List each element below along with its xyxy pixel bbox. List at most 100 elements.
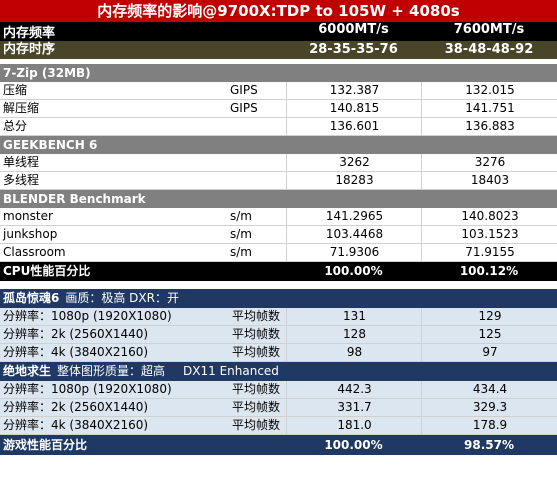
timing-2: 38-48-48-92 <box>444 42 534 57</box>
row-value-1: 136.601 <box>286 118 422 135</box>
row-unit: 平均帧数 <box>232 345 281 359</box>
row-name: 分辨率：1080p (1920X1080) <box>3 382 172 396</box>
cpu-summary-label: CPU性能百分比 <box>3 264 91 278</box>
game-api: DX11 Enhanced <box>183 364 279 378</box>
table-row: 分辨率：4k (3840X2160) 平均帧数 98 97 <box>0 344 557 362</box>
game-title: 绝地求生 <box>3 364 52 378</box>
row-unit: 平均帧数 <box>232 418 281 432</box>
row-value-2: 329.3 <box>421 399 557 416</box>
row-value-2: 141.751 <box>421 100 557 117</box>
row-value-2: 129 <box>421 308 557 325</box>
row-value-1: 71.9306 <box>286 244 422 261</box>
row-value-1: 141.2965 <box>286 208 422 225</box>
freq-label: 内存频率 <box>3 26 56 41</box>
row-unit: 平均帧数 <box>232 327 281 341</box>
game-settings: 画质：极高 DXR：开 <box>65 291 179 305</box>
row-value-2: 132.015 <box>421 82 557 99</box>
section-title: 7-Zip (32MB) <box>0 64 557 82</box>
row-value-1: 98 <box>286 344 422 361</box>
row-value-1: 140.815 <box>286 100 422 117</box>
freq-header-row: 内存频率 6000MT/s 7600MT/s <box>0 22 557 41</box>
row-value-2: 136.883 <box>421 118 557 135</box>
row-value-2: 71.9155 <box>421 244 557 261</box>
row-unit: s/m <box>230 209 252 223</box>
table-row: Classroom s/m 71.9306 71.9155 <box>0 244 557 262</box>
spacer <box>0 281 557 289</box>
row-name: monster <box>3 209 53 223</box>
game-summary-v2: 98.57% <box>464 438 514 452</box>
row-unit: 平均帧数 <box>232 309 281 323</box>
timing-header-row: 内存时序 28-35-35-76 38-48-48-92 <box>0 41 557 59</box>
table-row: 单线程 3262 3276 <box>0 154 557 172</box>
row-name: 单线程 <box>3 155 40 169</box>
row-name: 分辨率：1080p (1920X1080) <box>3 309 172 323</box>
row-unit: 平均帧数 <box>232 382 281 396</box>
sheet-title: 内存频率的影响@9700X:TDP to 105W + 4080s <box>0 0 557 22</box>
row-name: Classroom <box>3 245 66 259</box>
row-value-1: 331.7 <box>286 399 422 416</box>
freq-1: 6000MT/s <box>318 22 389 37</box>
game-section-title: 孤岛惊魂6 画质：极高 DXR：开 <box>0 289 557 308</box>
row-value-2: 434.4 <box>421 381 557 398</box>
row-value-1: 18283 <box>286 172 422 189</box>
freq-2: 7600MT/s <box>453 22 525 37</box>
row-value-1: 128 <box>286 326 422 343</box>
row-unit: GIPS <box>230 101 258 115</box>
row-value-2: 178.9 <box>421 417 557 434</box>
table-row: 分辨率：2k (2560X1440) 平均帧数 331.7 329.3 <box>0 399 557 417</box>
game-section-title: 绝地求生 整体图形质量：超高 DX11 Enhanced <box>0 362 557 381</box>
table-row: monster s/m 141.2965 140.8023 <box>0 208 557 226</box>
cpu-summary-v1: 100.00% <box>324 264 383 278</box>
table-row: 分辨率：4k (3840X2160) 平均帧数 181.0 178.9 <box>0 417 557 435</box>
row-value-1: 103.4468 <box>286 226 422 243</box>
row-name: 压缩 <box>3 83 28 97</box>
row-value-1: 442.3 <box>286 381 422 398</box>
row-value-2: 3276 <box>421 154 557 171</box>
row-name: junkshop <box>3 227 58 241</box>
section-title: BLENDER Benchmark <box>0 190 557 208</box>
game-summary-label: 游戏性能百分比 <box>3 438 88 452</box>
row-name: 总分 <box>3 119 28 133</box>
cpu-benchmarks: 7-Zip (32MB) 压缩 GIPS 132.387 132.015 解压缩 GIPS 1… <box>0 64 557 262</box>
game-title: 孤岛惊魂6 <box>3 291 60 305</box>
game-summary-row: 游戏性能百分比 100.00% 98.57% <box>0 435 557 455</box>
row-value-2: 97 <box>421 344 557 361</box>
table-row: 总分 136.601 136.883 <box>0 118 557 136</box>
row-unit: 平均帧数 <box>232 400 281 414</box>
row-name: 解压缩 <box>3 101 40 115</box>
row-name: 多线程 <box>3 173 40 187</box>
row-unit: s/m <box>230 227 252 241</box>
table-row: junkshop s/m 103.4468 103.1523 <box>0 226 557 244</box>
row-name: 分辨率：2k (2560X1440) <box>3 400 149 414</box>
table-row: 压缩 GIPS 132.387 132.015 <box>0 82 557 100</box>
row-value-1: 132.387 <box>286 82 422 99</box>
game-settings: 整体图形质量：超高 <box>57 364 166 378</box>
row-value-1: 3262 <box>286 154 422 171</box>
row-value-2: 103.1523 <box>421 226 557 243</box>
row-value-2: 140.8023 <box>421 208 557 225</box>
row-name: 分辨率：2k (2560X1440) <box>3 327 149 341</box>
game-summary-v1: 100.00% <box>324 438 383 452</box>
spacer <box>0 59 557 64</box>
row-name: 分辨率：4k (3840X2160) <box>3 345 149 359</box>
table-row: 多线程 18283 18403 <box>0 172 557 190</box>
row-name: 分辨率：4k (3840X2160) <box>3 418 149 432</box>
row-value-1: 131 <box>286 308 422 325</box>
table-row: 分辨率：1080p (1920X1080) 平均帧数 131 129 <box>0 308 557 326</box>
row-value-2: 18403 <box>421 172 557 189</box>
cpu-summary-row: CPU性能百分比 100.00% 100.12% <box>0 262 557 281</box>
cpu-summary-v2: 100.12% <box>459 264 519 278</box>
game-benchmarks: 孤岛惊魂6 画质：极高 DXR：开分辨率：1080p (1920X1080) 平均帧… <box>0 289 557 435</box>
row-value-1: 181.0 <box>286 417 422 434</box>
table-row: 分辨率：1080p (1920X1080) 平均帧数 442.3 434.4 <box>0 381 557 399</box>
row-unit: GIPS <box>230 83 258 97</box>
row-unit: s/m <box>230 245 252 259</box>
timing-1: 28-35-35-76 <box>309 42 398 57</box>
watermark: 知乎 @pj247 <box>454 479 545 495</box>
table-row: 解压缩 GIPS 140.815 141.751 <box>0 100 557 118</box>
timing-label: 内存时序 <box>3 42 56 57</box>
section-title: GEEKBENCH 6 <box>0 136 557 154</box>
row-value-2: 125 <box>421 326 557 343</box>
table-row: 分辨率：2k (2560X1440) 平均帧数 128 125 <box>0 326 557 344</box>
